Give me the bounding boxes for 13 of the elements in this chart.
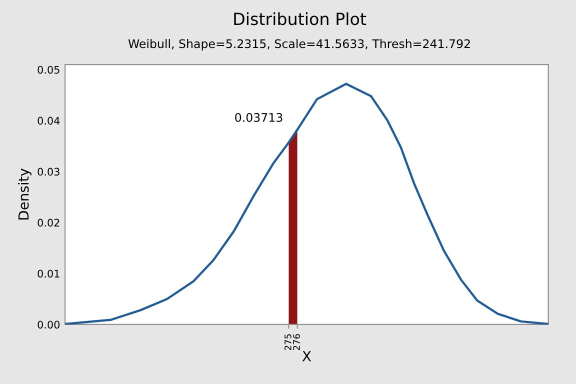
y-tick-label: 0.03 <box>38 168 60 176</box>
y-tick-label: 0.00 <box>38 320 60 329</box>
y-tick-label: 0.05 <box>38 66 60 74</box>
y-tick-label: 0.01 <box>38 270 60 278</box>
chart-title: Distribution Plot <box>234 12 366 26</box>
chart-subtitle: Weibull, Shape=5.2315, Scale=41.5633, Thresh=241.792 <box>128 39 470 50</box>
y-axis-title: Density <box>18 168 32 220</box>
x-axis-title: X <box>302 351 312 362</box>
x-tick-label: 275 <box>284 334 292 350</box>
annotation: 0.03713 <box>235 112 282 122</box>
y-tick-label: 0.04 <box>38 116 60 125</box>
x-tick-label: 276 <box>293 334 300 350</box>
y-tick-label: 0.02 <box>38 218 60 227</box>
